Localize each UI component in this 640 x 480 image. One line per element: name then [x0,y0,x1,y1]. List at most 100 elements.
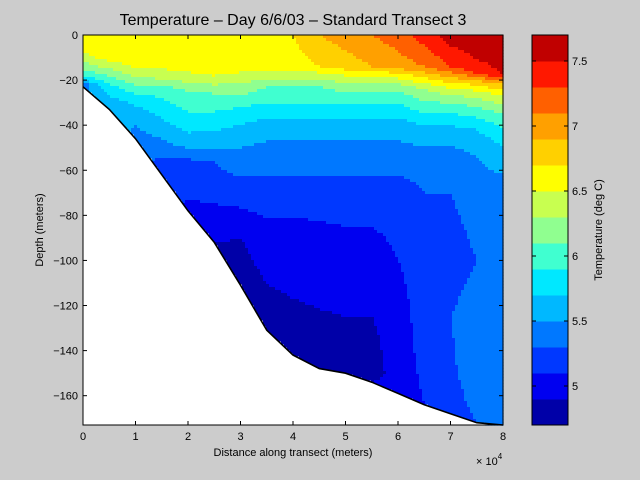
contour-cell [227,158,231,162]
contour-cell [137,116,141,120]
contour-cell [266,164,270,168]
contour-cell [224,53,228,57]
contour-cell [266,302,270,306]
contour-cell [230,56,234,60]
contour-cell [221,215,225,219]
contour-cell [221,134,225,138]
contour-cell [158,74,162,78]
contour-cell [239,203,243,207]
contour-cell [137,110,141,114]
contour-cell [287,281,291,285]
contour-cell [224,218,228,222]
contour-cell [125,86,129,90]
contour-cell [218,140,222,144]
contour-cell [206,230,210,234]
contour-cell [290,113,294,117]
contour-cell [233,149,237,153]
contour-cell [266,281,270,285]
contour-cell [95,68,99,72]
contour-cell [251,266,255,270]
contour-cell [179,86,183,90]
contour-cell [149,137,153,141]
contour-cell [263,311,267,315]
contour-cell [116,113,120,117]
contour-cell [281,125,285,129]
contour-cell [236,116,240,120]
contour-cell [248,287,252,291]
contour-cell [215,104,219,108]
contour-cell [260,149,264,153]
contour-cell [134,47,138,51]
contour-cell [281,257,285,261]
contour-cell [284,212,288,216]
contour-cell [209,188,213,192]
contour-cell [272,206,276,210]
contour-cell [290,344,294,348]
contour-cell [266,56,270,60]
contour-cell [263,41,267,45]
contour-cell [86,47,90,51]
contour-cell [146,86,150,90]
contour-cell [269,242,273,246]
contour-cell [185,200,189,204]
contour-cell [101,65,105,69]
contour-cell [179,128,183,132]
contour-cell [296,89,300,93]
contour-cell [293,146,297,150]
contour-cell [263,299,267,303]
contour-cell [176,86,180,90]
contour-cell [185,35,189,39]
contour-cell [152,74,156,78]
contour-cell [119,38,123,42]
contour-cell [167,71,171,75]
contour-cell [86,71,90,75]
contour-cell [290,38,294,42]
contour-cell [89,41,93,45]
contour-cell [266,113,270,117]
contour-cell [284,335,288,339]
contour-cell [248,209,252,213]
contour-cell [158,35,162,39]
contour-cell [197,152,201,156]
contour-cell [206,95,210,99]
contour-cell [179,38,183,42]
contour-cell [224,116,228,120]
contour-cell [272,194,276,198]
contour-cell [206,152,210,156]
contour-cell [86,77,90,81]
contour-cell [128,86,132,90]
contour-cell [293,41,297,45]
contour-cell [140,53,144,57]
contour-cell [191,92,195,96]
contour-cell [287,38,291,42]
contour-cell [248,203,252,207]
contour-cell [263,134,267,138]
contour-cell [269,188,273,192]
contour-cell [233,182,237,186]
contour-cell [137,74,141,78]
contour-cell [125,80,129,84]
contour-cell [278,317,282,321]
contour-cell [227,173,231,177]
contour-cell [248,152,252,156]
contour-cell [287,35,291,39]
contour-cell [206,191,210,195]
contour-cell [236,86,240,90]
contour-cell [212,74,216,78]
contour-cell [263,146,267,150]
contour-cell [257,260,261,264]
contour-cell [113,104,117,108]
contour-cell [251,155,255,159]
contour-cell [155,71,159,75]
contour-cell [119,62,123,66]
contour-cell [230,182,234,186]
contour-cell [239,86,243,90]
contour-cell [194,119,198,123]
contour-cell [248,116,252,120]
contour-cell [242,41,246,45]
contour-cell [290,218,294,222]
contour-cell [227,242,231,246]
contour-cell [140,128,144,132]
contour-cell [209,197,213,201]
